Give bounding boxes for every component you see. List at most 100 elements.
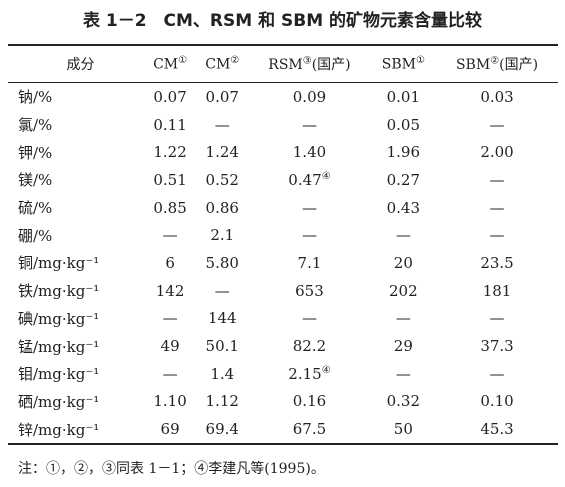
cell: 67.5	[292, 420, 327, 439]
column-note: ③	[302, 55, 312, 67]
cell: 45.3	[480, 420, 514, 439]
cell: 0.43	[386, 198, 421, 217]
column-note: ①	[178, 55, 188, 67]
cell: 0.10	[480, 392, 514, 411]
cell: 1.10	[153, 392, 187, 411]
cell: 82.2	[292, 337, 327, 356]
cell: 2.1	[210, 226, 235, 245]
cell: 1.24	[205, 143, 239, 162]
cell: 50.1	[205, 337, 239, 356]
cell-note: ④	[321, 364, 331, 376]
cell: 0.01	[386, 87, 421, 106]
cell: 1.96	[386, 143, 421, 162]
table-row: 锰/mg·kg⁻¹ 49 50.1 82.2 29 37.3	[8, 332, 558, 360]
header-cell: CM②	[196, 45, 248, 83]
table-row: 硒/mg·kg⁻¹ 1.10 1.12 0.16 0.32 0.10	[8, 388, 558, 416]
cell: 50	[393, 420, 413, 439]
cell: 1.12	[205, 392, 239, 411]
cell: 7.1	[297, 253, 322, 272]
cell: 0.85	[153, 198, 187, 217]
cell: 0.52	[205, 170, 239, 189]
cell: 20	[393, 253, 413, 272]
header-row: 成分 CM① CM② RSM③(国产) SBM① SBM②(国产)	[8, 45, 558, 83]
cell: 0.51	[153, 170, 187, 189]
cell: 0.27	[386, 170, 421, 189]
cell: —	[489, 198, 505, 217]
row-label: 铜/mg·kg⁻¹	[18, 254, 100, 273]
cell: 0.05	[386, 115, 421, 134]
row-label: 硼/%	[18, 226, 53, 245]
cell: —	[489, 115, 505, 134]
header-cell: CM①	[144, 45, 196, 83]
footnote: 注：①，②，③同表 1－1；④李建凡等(1995)。	[18, 461, 325, 477]
header-cell: SBM①	[371, 45, 436, 83]
column-suffix: (国产)	[499, 57, 539, 73]
column-name: RSM	[268, 57, 303, 73]
cell: 69.4	[205, 420, 239, 439]
column-name: SBM	[381, 56, 416, 73]
cell: 2.00	[480, 143, 514, 162]
column-suffix: (国产)	[311, 57, 351, 73]
table-row: 钼/mg·kg⁻¹ — 1.4 2.15④ — —	[8, 360, 558, 388]
cell: 2.15④	[248, 360, 370, 388]
cell: 29	[393, 337, 413, 356]
table-row: 硼/% — 2.1 — — —	[8, 221, 558, 249]
table-row: 铁/mg·kg⁻¹ 142 — 653 202 181	[8, 277, 558, 305]
cell: —	[214, 115, 230, 134]
cell: —	[214, 281, 230, 300]
row-label: 硒/mg·kg⁻¹	[18, 392, 100, 411]
column-name: SBM	[455, 57, 491, 73]
cell: 0.86	[205, 198, 239, 217]
column-note: ②	[490, 55, 500, 67]
column-name: CM	[205, 56, 231, 73]
header-cell: 成分	[66, 57, 95, 73]
row-label: 钠/%	[18, 88, 53, 107]
column-note: ①	[415, 55, 425, 67]
cell: 1.4	[210, 364, 235, 383]
cell: 0.16	[292, 392, 327, 411]
cell: 69	[160, 420, 180, 439]
cell: —	[301, 309, 317, 328]
cell-value: 0.47	[288, 170, 322, 189]
table-row: 氯/% 0.11 — — 0.05 —	[8, 111, 558, 139]
cell: 181	[482, 281, 512, 300]
cell: —	[395, 364, 411, 383]
header-cell: RSM③(国产)	[248, 45, 370, 83]
cell: 0.07	[153, 87, 187, 106]
row-label: 铁/mg·kg⁻¹	[18, 282, 100, 301]
row-label: 氯/%	[18, 116, 53, 135]
cell: 0.07	[205, 87, 239, 106]
row-label: 碘/mg·kg⁻¹	[18, 309, 100, 328]
cell: 6	[165, 253, 175, 272]
cell: 0.11	[153, 115, 187, 134]
cell: —	[395, 309, 411, 328]
cell: 653	[295, 281, 324, 300]
table-title: 表 1－2 CM、RSM 和 SBM 的矿物元素含量比较	[82, 11, 483, 31]
cell-value: 2.15	[288, 364, 322, 383]
cell: —	[489, 170, 505, 189]
row-label: 钼/mg·kg⁻¹	[18, 365, 100, 384]
cell: —	[301, 226, 317, 245]
cell: —	[162, 226, 178, 245]
cell: 144	[207, 309, 237, 328]
row-label: 镁/%	[18, 171, 53, 190]
column-note: ②	[230, 55, 240, 67]
table-row: 钾/% 1.22 1.24 1.40 1.96 2.00	[8, 138, 558, 166]
cell: 0.32	[386, 392, 421, 411]
table-row: 镁/% 0.51 0.52 0.47④ 0.27 —	[8, 166, 558, 194]
cell: —	[489, 309, 505, 328]
row-label: 钾/%	[18, 143, 53, 162]
header-cell: SBM②(国产)	[436, 45, 558, 83]
cell: 23.5	[480, 253, 514, 272]
cell: —	[301, 198, 317, 217]
cell: 202	[389, 281, 418, 300]
cell: 1.40	[292, 143, 327, 162]
cell: —	[395, 226, 411, 245]
cell: —	[301, 115, 317, 134]
cell: 0.09	[292, 87, 327, 106]
cell: 142	[155, 281, 185, 300]
table-row: 钠/% 0.07 0.07 0.09 0.01 0.03	[8, 83, 558, 111]
cell: 0.47④	[248, 166, 370, 194]
table-row: 碘/mg·kg⁻¹ — 144 — — —	[8, 305, 558, 333]
